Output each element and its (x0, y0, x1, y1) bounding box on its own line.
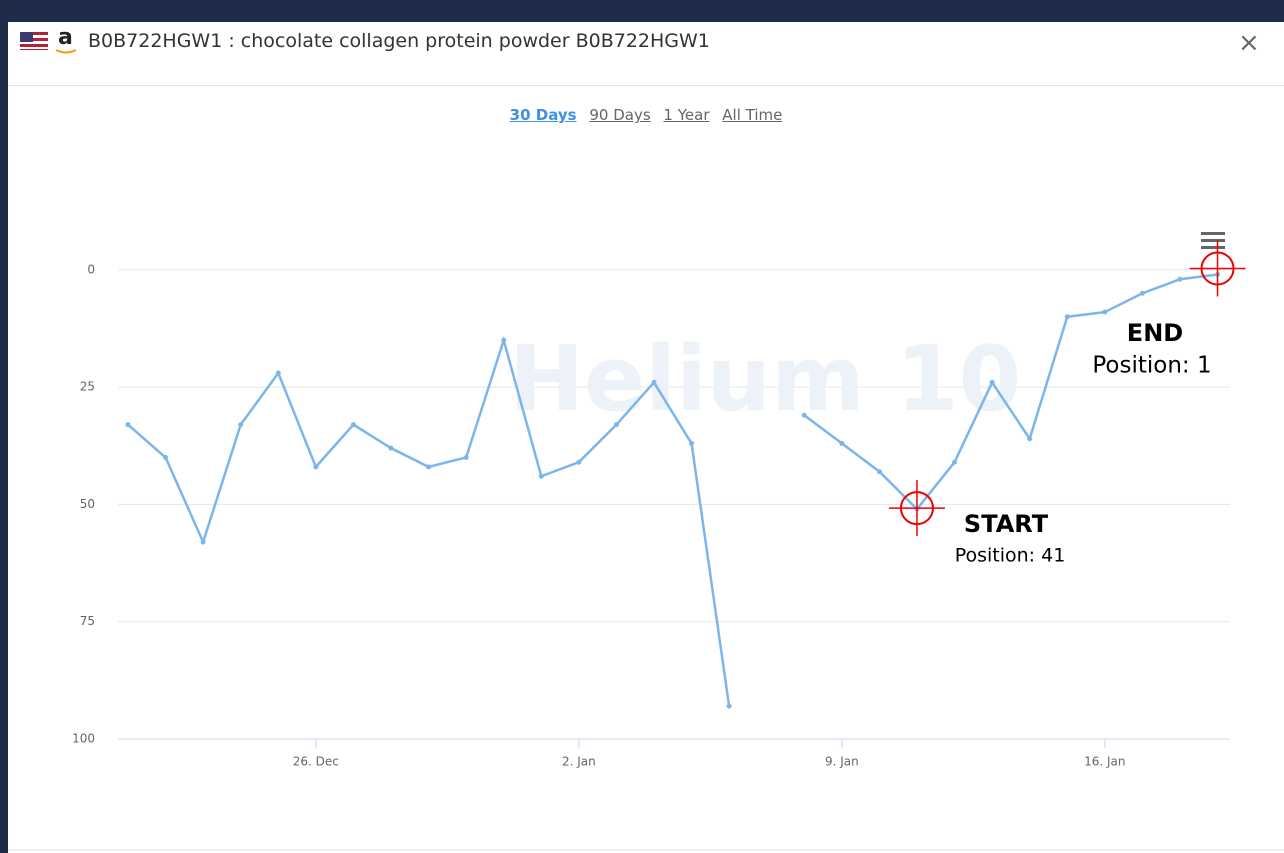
menu-bar (1201, 232, 1225, 235)
data-point (501, 337, 507, 343)
flag-stripe (20, 47, 48, 49)
data-point (538, 473, 544, 479)
data-point (1177, 276, 1183, 282)
data-point (125, 422, 131, 428)
x-tick-label: 16. Jan (1084, 755, 1125, 769)
data-point (651, 379, 657, 385)
range-link[interactable]: All Time (722, 106, 783, 124)
close-button[interactable]: × (1238, 28, 1260, 58)
data-point (426, 464, 432, 470)
data-point (952, 459, 958, 465)
target-icon (1189, 240, 1246, 297)
data-point (613, 422, 619, 428)
menu-icon[interactable] (1201, 232, 1225, 249)
amazon-logo: a (58, 25, 73, 50)
data-point (1139, 290, 1145, 296)
data-point (801, 412, 807, 418)
data-point (388, 445, 394, 451)
range-link[interactable]: 1 Year (663, 106, 710, 124)
data-point (313, 464, 319, 470)
data-point (726, 703, 732, 709)
modal: a B0B722HGW1 : chocolate collagen protei… (8, 22, 1284, 853)
range-links: 30 Days 90 Days 1 Year All Time (8, 106, 1284, 124)
flag-canton (20, 32, 33, 42)
data-point (275, 370, 281, 376)
data-point (1102, 309, 1108, 315)
y-tick-label: 75 (80, 614, 95, 628)
range-link[interactable]: 30 Days (509, 106, 577, 124)
menu-bar (1201, 246, 1225, 249)
header-icons: a (20, 25, 77, 54)
data-point (200, 539, 206, 545)
title: B0B722HGW1 : chocolate collagen protein … (88, 30, 710, 52)
x-tick-label: 26. Dec (293, 755, 339, 769)
data-point (463, 455, 469, 460)
watermark: Helium 10 (509, 327, 1022, 432)
x-tick-label: 2. Jan (562, 755, 596, 769)
flag-stripe (20, 35, 48, 38)
range-link[interactable]: 90 Days (589, 106, 651, 124)
data-point (1064, 314, 1070, 320)
data-point (689, 440, 695, 446)
data-point (876, 469, 882, 475)
annotation-title: START (964, 510, 1049, 538)
data-point (350, 422, 356, 428)
data-point (989, 379, 995, 385)
y-tick-label: 50 (80, 497, 95, 511)
target-icon (888, 480, 945, 537)
menu-bar (1201, 239, 1225, 242)
annotation-text: Position: 41 (955, 545, 1066, 567)
data-point (238, 422, 244, 428)
flag-stripe (20, 41, 48, 44)
data-point (576, 459, 582, 465)
x-tick-label: 9. Jan (825, 755, 859, 769)
data-point (839, 440, 845, 446)
data-point (1027, 436, 1033, 442)
data-point (163, 455, 169, 460)
modal-header: a B0B722HGW1 : chocolate collagen protei… (8, 22, 1284, 86)
y-tick-label: 100 (72, 732, 95, 746)
annotation-text: Position: 1 (1092, 353, 1211, 379)
amazon-smile (55, 49, 77, 54)
y-tick-label: 25 (80, 380, 95, 394)
y-tick-label: 0 (87, 262, 95, 276)
annotation-title: END (1127, 319, 1183, 347)
